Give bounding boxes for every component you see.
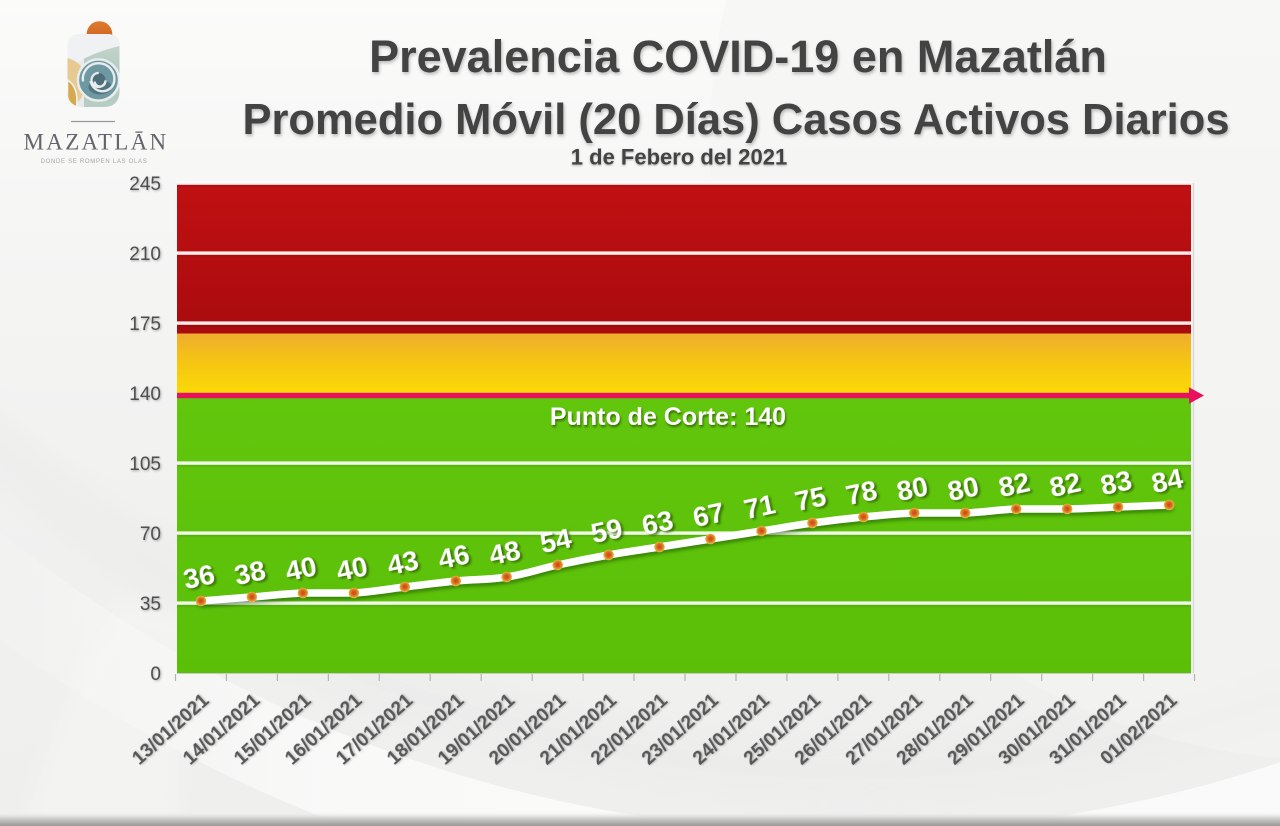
- svg-text:0: 0: [150, 664, 161, 685]
- svg-text:210: 210: [129, 244, 161, 265]
- svg-text:84: 84: [1149, 462, 1186, 499]
- svg-text:48: 48: [486, 534, 523, 571]
- svg-text:63: 63: [639, 504, 676, 541]
- svg-text:35: 35: [140, 594, 161, 615]
- svg-text:82: 82: [1047, 466, 1084, 503]
- svg-text:83: 83: [1098, 464, 1135, 501]
- svg-text:75: 75: [792, 480, 829, 517]
- svg-text:71: 71: [741, 488, 778, 525]
- svg-text:46: 46: [435, 538, 472, 575]
- svg-text:Promedio Móvil (20 Días) Casos: Promedio Móvil (20 Días) Casos Activos D…: [242, 96, 1229, 144]
- svg-text:82: 82: [996, 466, 1033, 503]
- svg-text:67: 67: [690, 496, 727, 533]
- svg-text:175: 175: [129, 314, 161, 335]
- svg-text:43: 43: [384, 544, 421, 581]
- svg-text:59: 59: [588, 512, 625, 549]
- svg-text:80: 80: [894, 470, 931, 507]
- svg-text:70: 70: [140, 524, 161, 545]
- svg-text:1 de Febero del 2021: 1 de Febero del 2021: [571, 145, 787, 170]
- svg-text:MAZATLĀN: MAZATLĀN: [24, 130, 169, 155]
- svg-text:54: 54: [537, 522, 574, 559]
- svg-text:80: 80: [945, 470, 982, 507]
- svg-text:140: 140: [129, 384, 161, 405]
- svg-text:38: 38: [231, 554, 268, 591]
- svg-text:40: 40: [333, 550, 370, 587]
- svg-text:36: 36: [181, 558, 218, 595]
- svg-text:245: 245: [129, 174, 161, 195]
- svg-text:Punto de Corte: 140: Punto de Corte: 140: [550, 403, 786, 431]
- svg-text:105: 105: [129, 454, 161, 475]
- svg-text:Prevalencia COVID-19 en Mazatl: Prevalencia COVID-19 en Mazatlán: [369, 31, 1107, 82]
- svg-text:DONDE SE ROMPEN LAS OLAS: DONDE SE ROMPEN LAS OLAS: [41, 159, 148, 165]
- svg-text:78: 78: [843, 474, 880, 511]
- svg-text:40: 40: [282, 550, 319, 587]
